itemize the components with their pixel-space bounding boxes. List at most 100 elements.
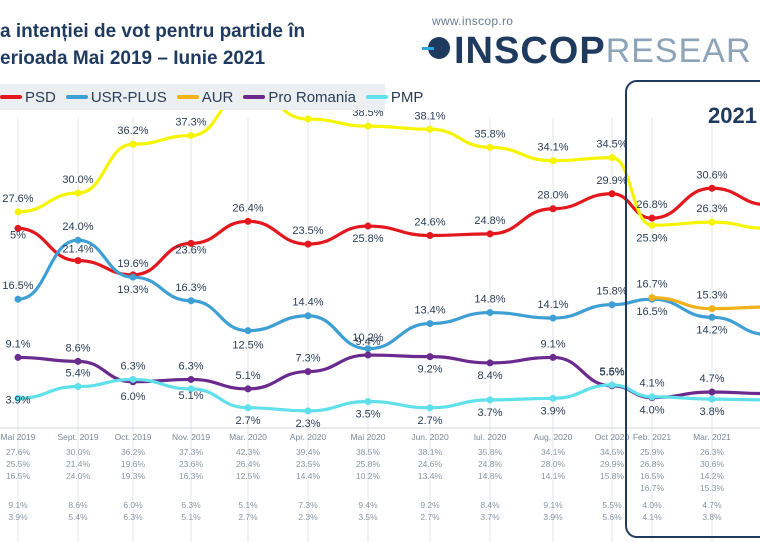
data-label: 16.5% xyxy=(636,306,667,318)
data-point xyxy=(244,385,252,393)
data-point xyxy=(549,157,557,165)
data-point xyxy=(426,353,434,361)
legend-label: Pro Romania xyxy=(268,88,356,106)
data-point xyxy=(187,385,195,393)
data-label: 4.1% xyxy=(639,378,664,390)
table-cell: 8.6% xyxy=(68,500,88,510)
legend-swatch xyxy=(65,95,88,99)
data-point xyxy=(244,404,252,412)
data-label: 3.9% xyxy=(5,394,30,406)
table-cell: 19.6% xyxy=(121,459,146,469)
data-point xyxy=(364,222,372,230)
data-label: 5.6% xyxy=(599,366,624,378)
logo-bold-text: INSCOP xyxy=(454,30,606,72)
table-cell: 26.3% xyxy=(700,447,725,457)
table-cell: 3.9% xyxy=(8,512,28,522)
data-label: 30.0% xyxy=(62,174,93,186)
data-label: 6.3% xyxy=(120,360,145,372)
data-label: 38.5% xyxy=(352,107,383,119)
table-cell: 30.0% xyxy=(66,447,91,457)
data-label: 19.6% xyxy=(117,258,148,270)
highlight-year-label: 2021 xyxy=(708,103,757,128)
data-point xyxy=(549,353,557,361)
data-point xyxy=(74,189,82,197)
x-tick-label: Iul. 2020 xyxy=(474,432,507,442)
table-cell: 9.1% xyxy=(8,500,28,510)
legend-swatch xyxy=(243,95,266,99)
x-tick-label: Mai 2019 xyxy=(1,432,36,442)
table-cell: 29.9% xyxy=(600,459,625,469)
data-point xyxy=(74,257,82,265)
data-point xyxy=(648,221,656,229)
table-cell: 4.0% xyxy=(642,500,662,510)
data-label: 13.4% xyxy=(414,305,445,317)
table-cell: 24.6% xyxy=(418,459,443,469)
data-label: 37.3% xyxy=(175,117,206,129)
data-label: 9.4% xyxy=(355,336,380,348)
data-point xyxy=(129,273,137,281)
x-tick-label: Apr. 2020 xyxy=(290,432,327,442)
data-point xyxy=(364,397,372,405)
table-cell: 27.6% xyxy=(6,447,31,457)
table-cell: 4.1% xyxy=(642,512,662,522)
data-point xyxy=(304,368,312,376)
table-cell: 25.9% xyxy=(640,447,665,457)
data-label: 5.4% xyxy=(65,368,90,380)
data-label: 19.3% xyxy=(117,284,148,296)
title-line-1: a intenției de vot pentru partide în xyxy=(0,21,306,42)
table-cell: 3.9% xyxy=(543,512,563,522)
table-cell: 3.5% xyxy=(358,512,378,522)
data-label: 4.0% xyxy=(639,405,664,417)
data-label: 26.8% xyxy=(636,199,667,211)
table-cell: 12.5% xyxy=(236,471,261,481)
logo-dot-icon xyxy=(422,36,450,59)
table-cell: 35.8% xyxy=(478,447,503,457)
legend-swatch xyxy=(0,95,22,99)
data-point xyxy=(187,297,195,305)
table-cell: 30.6% xyxy=(700,459,725,469)
table-cell: 23.5% xyxy=(296,459,321,469)
title-line-2: erioada Mai 2019 – Iunie 2021 xyxy=(0,48,266,69)
data-label: 5.1% xyxy=(235,370,260,382)
data-point xyxy=(549,394,557,402)
data-point xyxy=(486,359,494,367)
data-point xyxy=(486,143,494,151)
legend-item-aur: AUR xyxy=(176,89,233,106)
data-point xyxy=(14,353,22,361)
data-label: 3.9% xyxy=(540,405,565,417)
table-cell: 16.3% xyxy=(179,471,204,481)
data-label: 15.8% xyxy=(596,286,627,298)
legend-item-pro-romania: Pro Romania xyxy=(243,89,356,106)
table-cell: 23.6% xyxy=(179,459,204,469)
data-point xyxy=(364,122,372,130)
table-cell: 8.4% xyxy=(480,500,500,510)
data-point xyxy=(426,320,434,328)
data-point xyxy=(426,404,434,412)
data-point xyxy=(244,327,252,335)
table-cell: 25.5% xyxy=(6,459,31,469)
data-point xyxy=(648,294,656,302)
data-label: 15.3% xyxy=(696,290,727,302)
series-line-pmp xyxy=(16,377,760,413)
data-label: 5.5% xyxy=(599,367,624,379)
data-point xyxy=(648,393,656,401)
data-label: 16.3% xyxy=(175,282,206,294)
chart-title: a intenției de vot pentru partide în eri… xyxy=(0,18,305,72)
data-label: 23.5% xyxy=(292,225,323,237)
data-label: 38.1% xyxy=(414,110,445,122)
table-cell: 19.3% xyxy=(121,471,146,481)
data-label: 24.0% xyxy=(62,221,93,233)
data-label: 21.4% xyxy=(62,244,93,256)
table-cell: 6.3% xyxy=(123,512,143,522)
table-cell: 3.8% xyxy=(702,512,722,522)
legend-item-pmp: PMP xyxy=(365,89,423,106)
data-label: 9.1% xyxy=(540,338,565,350)
data-label: 3.8% xyxy=(699,406,724,418)
data-point xyxy=(608,381,616,389)
data-point xyxy=(14,208,22,216)
x-tick-label: Oct 2020 xyxy=(595,432,630,442)
data-label: 14.2% xyxy=(696,324,727,336)
table-cell: 14.8% xyxy=(478,471,503,481)
table-cell: 42.3% xyxy=(236,447,261,457)
data-label: 28.0% xyxy=(537,190,568,202)
